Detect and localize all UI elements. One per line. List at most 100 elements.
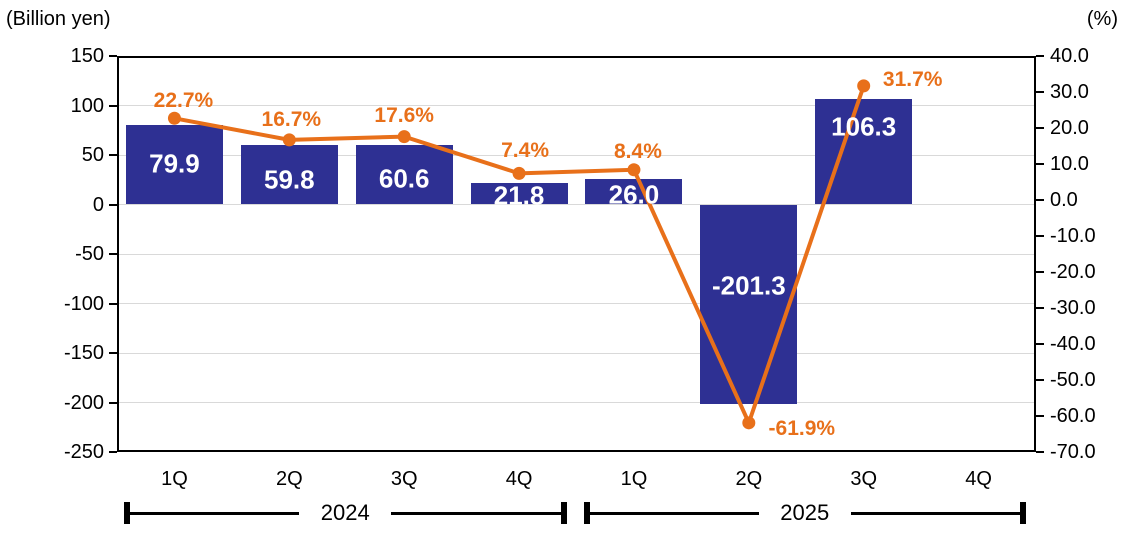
year-label-2025: 2025 <box>780 500 830 525</box>
year-bracket-2024-left-cap <box>124 502 130 524</box>
bar-2025-2q <box>700 204 798 404</box>
bar-2024-2q <box>240 145 338 205</box>
percent-line <box>174 85 866 429</box>
x-axis-label-2024-1q: 1Q <box>161 468 188 490</box>
line-value-label-2024-3q: 17.6% <box>374 103 434 127</box>
left-axis-tickmark-150 <box>109 55 117 57</box>
left-axis-tickmark-0 <box>109 203 117 206</box>
left-axis-tick--200: -200 <box>63 391 104 414</box>
right-axis-tickmark--50.0 <box>1036 379 1044 381</box>
right-axis-tickmark--10.0 <box>1036 235 1044 237</box>
x-axis-label-2024-3q: 3Q <box>390 468 418 490</box>
x-axis-label-2025-4q: 4Q <box>965 468 992 490</box>
right-axis-tick--30.0: -30.0 <box>1050 297 1096 319</box>
left-axis-tickmark--150 <box>109 352 117 354</box>
bar-value-label-2025-3q: 106.3 <box>831 111 897 142</box>
right-axis-tickmark-30.0 <box>1036 91 1044 93</box>
line-value-label-2025-3q: 31.7% <box>882 67 943 91</box>
right-axis-tickmark--20.0 <box>1036 271 1044 273</box>
right-axis-tick--10.0: -10.0 <box>1050 225 1096 247</box>
year-bracket-2025-line-right <box>850 511 1020 515</box>
bar-value-label-2025-1q: 26.0 <box>608 179 660 210</box>
right-axis-tick-0.0: 0.0 <box>1050 189 1078 211</box>
gridline--50 <box>117 253 1036 255</box>
x-axis-label-2024-2q: 2Q <box>275 468 303 490</box>
x-axis-label-2025-3q: 3Q <box>850 468 878 490</box>
gridline-50 <box>117 154 1036 156</box>
right-axis-tickmark-20.0 <box>1036 127 1044 129</box>
gridline--150 <box>117 352 1036 354</box>
right-axis-tick-30.0: 30.0 <box>1050 81 1089 103</box>
left-axis-tick--50: -50 <box>75 243 104 265</box>
bar-value-label-2024-3q: 60.6 <box>378 163 430 194</box>
line-marker-2024-4q <box>512 166 526 180</box>
bar-2024-1q <box>125 125 223 205</box>
bar-2025-3q <box>815 99 913 205</box>
bar-value-label-2024-2q: 59.8 <box>264 164 315 195</box>
left-axis-tickmark-100 <box>109 104 117 107</box>
right-axis-tick--20.0: -20.0 <box>1050 261 1096 283</box>
right-axis-tick--50.0: -50.0 <box>1050 369 1096 391</box>
left-axis-tickmark--100 <box>109 302 117 305</box>
left-axis-tick-0: 0 <box>92 193 104 216</box>
year-bracket-2024-line-right <box>391 511 561 515</box>
line-value-label-2024-2q: 16.7% <box>261 107 322 131</box>
year-label-2024: 2024 <box>320 500 370 525</box>
bar-value-label-2024-4q: 21.8 <box>493 180 545 211</box>
year-bracket-2025-line-left <box>589 511 759 515</box>
right-axis-tick--60.0: -60.0 <box>1050 405 1096 427</box>
year-bracket-2025-right-cap <box>1020 502 1026 524</box>
right-axis-tick-20.0: 20.0 <box>1050 117 1089 139</box>
line-marker-2024-2q <box>282 133 296 147</box>
left-axis-tick-100: 100 <box>70 94 104 117</box>
right-axis-tickmark--60.0 <box>1036 415 1044 417</box>
line-marker-2024-1q <box>167 111 181 125</box>
x-axis-label-2025-1q: 1Q <box>620 468 648 490</box>
right-axis-unit-label: (%) <box>1086 8 1118 30</box>
right-axis-tickmark--40.0 <box>1036 343 1044 345</box>
left-axis-tick-50: 50 <box>81 144 104 166</box>
x-axis-label-2024-4q: 4Q <box>505 468 533 490</box>
gridline-0 <box>117 204 1036 205</box>
right-axis-tickmark-40.0 <box>1036 55 1044 57</box>
line-marker-2025-1q <box>627 163 641 177</box>
left-axis-tickmark--50 <box>109 253 117 255</box>
right-axis-tickmark--30.0 <box>1036 307 1044 309</box>
year-bracket-2024-line-left <box>130 511 300 515</box>
x-axis-label-2025-2q: 2Q <box>735 468 763 490</box>
bar-2025-1q <box>585 178 683 205</box>
bar-2024-4q <box>470 182 568 205</box>
bar-value-label-2024-1q: 79.9 <box>149 148 200 179</box>
left-axis-tick--150: -150 <box>63 342 104 364</box>
bar-2024-3q <box>355 144 453 205</box>
left-axis-unit-label: (Billion yen) <box>6 8 111 30</box>
line-value-label-2025-1q: 8.4% <box>614 139 662 163</box>
left-axis-tick-150: 150 <box>70 45 104 67</box>
gridline-100 <box>117 105 1036 106</box>
right-axis-tick--40.0: -40.0 <box>1050 333 1096 355</box>
gridline--200 <box>117 402 1036 403</box>
right-axis-tick-40.0: 40.0 <box>1050 45 1089 67</box>
year-bracket-2025-left-cap <box>583 502 590 524</box>
left-axis-tickmark--200 <box>109 401 117 404</box>
left-axis-tickmark--250 <box>109 451 117 453</box>
right-axis-tick-10.0: 10.0 <box>1050 153 1089 175</box>
right-axis-tickmark-0.0 <box>1036 199 1044 201</box>
year-bracket-2024-right-cap <box>560 502 567 524</box>
line-value-label-2024-1q: 22.7% <box>153 89 214 113</box>
line-marker-2024-3q <box>397 130 411 144</box>
line-marker-2025-3q <box>857 79 871 93</box>
bar-value-label-2025-2q: -201.3 <box>711 270 786 301</box>
right-axis-tickmark-10.0 <box>1036 163 1044 165</box>
left-axis-tick--100: -100 <box>63 292 104 315</box>
left-axis-tickmark-50 <box>109 154 117 156</box>
gridline--100 <box>117 303 1036 304</box>
right-axis-tick--70.0: -70.0 <box>1050 441 1096 463</box>
line-value-label-2025-2q: -61.9% <box>768 416 836 440</box>
line-marker-2025-2q <box>742 416 756 430</box>
left-axis-tick--250: -250 <box>63 441 104 463</box>
right-axis-tickmark--70.0 <box>1036 451 1044 453</box>
line-value-label-2024-4q: 7.4% <box>501 139 549 163</box>
